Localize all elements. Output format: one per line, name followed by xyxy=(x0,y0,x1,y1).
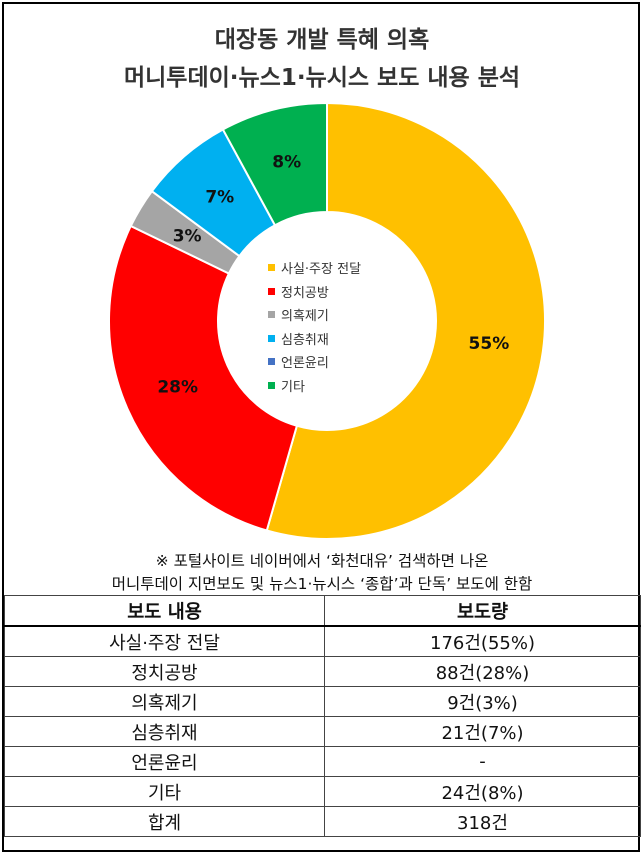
data-table: 보도 내용 보도량 사실·주장 전달 176건(55%) 정치공방 88건(28%)… xyxy=(4,595,641,837)
table-row: 합계 318건 xyxy=(4,806,641,837)
legend-label: 의혹제기 xyxy=(281,309,329,325)
legend-item: 의혹제기 xyxy=(268,303,361,327)
legend-label: 사실·주장 전달 xyxy=(281,262,362,278)
table-cell: 318건 xyxy=(324,806,641,837)
table-cell: 사실·주장 전달 xyxy=(4,625,325,657)
slice-data-label: 8% xyxy=(272,153,301,173)
legend-swatch-4 xyxy=(268,358,275,366)
legend-label: 정치공방 xyxy=(281,285,329,301)
donut-slice xyxy=(221,101,328,227)
table-cell: 88건(28%) xyxy=(324,656,641,687)
donut-slice xyxy=(108,224,299,532)
legend-item: 사실·주장 전달 xyxy=(268,256,361,280)
legend-label: 심층취재 xyxy=(281,332,329,348)
table-row: 의혹제기 9건(3%) xyxy=(4,686,641,717)
table-cell: 24건(8%) xyxy=(324,776,641,807)
table-row: 언론윤리 - xyxy=(4,746,641,777)
chart-legend: 사실·주장 전달 정치공방 의혹제기 심층취재 언론윤리 기타 xyxy=(268,256,361,397)
table-cell: 언론윤리 xyxy=(4,746,325,777)
table-cell: 21건(7%) xyxy=(324,716,641,747)
slice-data-label: 55% xyxy=(469,334,510,354)
footnote-line2: 머니투데이 지면보도 및 뉴스1·뉴시스 ‘종합’과 단독’ 보도에 한함 xyxy=(111,575,533,593)
table-row: 사실·주장 전달 176건(55%) xyxy=(4,625,641,657)
slice-data-label: 3% xyxy=(173,226,202,246)
legend-swatch-1 xyxy=(268,287,275,295)
legend-label: 기타 xyxy=(281,379,305,395)
legend-swatch-2 xyxy=(268,311,275,319)
legend-item: 심층취재 xyxy=(268,327,361,351)
legend-item: 기타 xyxy=(268,374,361,398)
table-cell: 9건(3%) xyxy=(324,686,641,717)
chart-title-line2: 머니투데이·뉴스1·뉴시스 보도 내용 분석 xyxy=(123,65,521,91)
column-header: 보도량 xyxy=(324,595,641,627)
legend-item: 언론윤리 xyxy=(268,350,361,374)
footnote-line1: ※ 포털사이트 네이버에서 ‘화천대유’ 검색하면 나온 xyxy=(155,552,489,570)
slice-data-label: 7% xyxy=(205,188,234,208)
table-cell: 합계 xyxy=(4,806,325,837)
legend-swatch-5 xyxy=(268,381,275,389)
table-header-row: 보도 내용 보도량 xyxy=(4,595,641,627)
table-row: 정치공방 88건(28%) xyxy=(4,656,641,687)
column-header: 보도 내용 xyxy=(4,595,325,627)
table-cell: 심층취재 xyxy=(4,716,325,747)
chart-title-line1: 대장동 개발 특혜 의혹 xyxy=(214,27,430,53)
table-row: 심층취재 21건(7%) xyxy=(4,716,641,747)
legend-swatch-0 xyxy=(268,264,275,272)
table-cell: 기타 xyxy=(4,776,325,807)
table-cell: 의혹제기 xyxy=(4,686,325,717)
donut-chart: 55% 28% 3%7% 8% xyxy=(108,101,547,540)
slice-data-label: 28% xyxy=(157,378,198,398)
table-cell: 정치공방 xyxy=(4,656,325,687)
table-cell: - xyxy=(324,746,641,777)
legend-swatch-3 xyxy=(268,334,275,342)
donut-slice xyxy=(265,101,547,540)
table-row: 기타 24건(8%) xyxy=(4,776,641,807)
legend-item: 정치공방 xyxy=(268,280,361,304)
legend-label: 언론윤리 xyxy=(281,356,329,372)
table-cell: 176건(55%) xyxy=(324,625,641,657)
